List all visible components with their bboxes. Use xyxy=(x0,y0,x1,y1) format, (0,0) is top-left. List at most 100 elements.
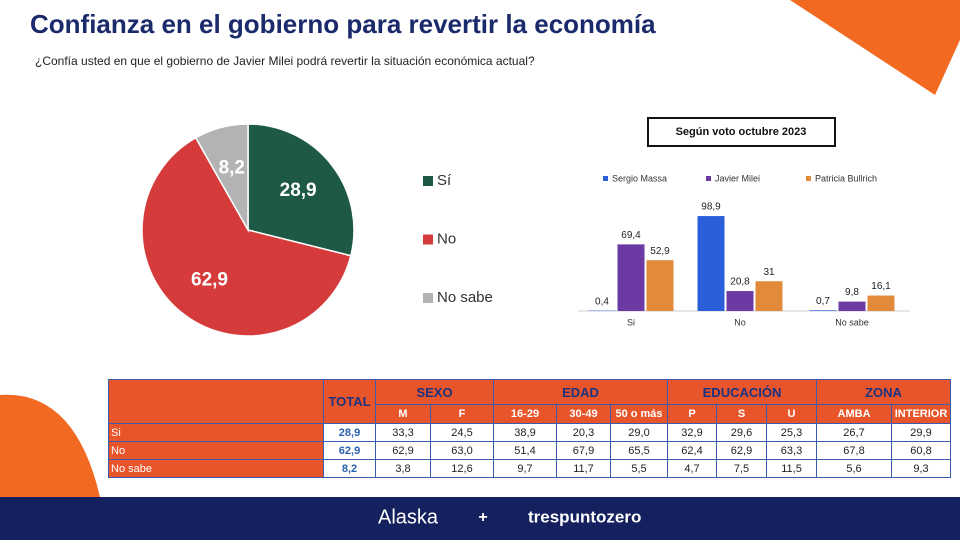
bar-value-label: 20,8 xyxy=(730,277,750,288)
bar xyxy=(697,216,725,311)
table-cell: 60,8 xyxy=(891,441,952,460)
table-cell: 29,9 xyxy=(891,423,952,442)
table-row: No sabe 8,2 3,8 12,6 9,7 11,7 5,5 4,7 7,5 11,5 5,6… xyxy=(108,459,952,478)
title: Confianza en el gobierno para revertir l… xyxy=(30,9,656,39)
row-label: No sabe xyxy=(108,459,324,478)
table-cell: 4,7 xyxy=(667,459,718,478)
table-cell: 20,3 xyxy=(556,423,611,442)
table-cell: 63,3 xyxy=(766,441,818,460)
bar-value-label: 16,1 xyxy=(871,281,891,292)
table-cell: 62,4 xyxy=(667,441,718,460)
column-header: INTERIOR xyxy=(891,404,952,424)
bar-value-label: 0,7 xyxy=(816,296,830,307)
legend-swatch xyxy=(423,176,433,186)
legend-label: Javier Milei xyxy=(715,173,760,183)
table-cell: 29,6 xyxy=(716,423,768,442)
bar-title-box xyxy=(647,117,836,147)
legend-label: No xyxy=(437,230,456,247)
column-header: P xyxy=(667,404,718,424)
table-cell: 62,9 xyxy=(375,441,431,460)
table-cell: 62,9 xyxy=(323,441,376,460)
bar xyxy=(809,310,837,311)
subtitle: ¿Confía usted en que el gobierno de Javi… xyxy=(35,54,535,68)
table-cell: 9,7 xyxy=(493,459,557,478)
column-header: 30-49 xyxy=(556,404,611,424)
column-header: S xyxy=(716,404,768,424)
bar-value-label: 0,4 xyxy=(595,296,609,307)
x-tick-label: No xyxy=(734,317,746,327)
table-cell: 63,0 xyxy=(430,441,494,460)
decor-shape xyxy=(790,0,960,95)
table-cell: 25,3 xyxy=(766,423,818,442)
legend-swatch xyxy=(423,234,433,245)
legend-swatch xyxy=(423,293,433,303)
legend-label: Patricia Bullrich xyxy=(815,173,877,183)
table-row: M F 16-29 30-49 50 o más P S U AMBA INTERIOR xyxy=(109,404,952,424)
table-cell: 32,9 xyxy=(667,423,718,442)
bar xyxy=(867,295,895,311)
bar xyxy=(755,281,783,311)
column-header: F xyxy=(430,404,494,424)
table-cell: 7,5 xyxy=(716,459,768,478)
pie-slice xyxy=(194,123,249,233)
bar-value-label: 31 xyxy=(763,267,775,278)
table-cell: 38,9 xyxy=(493,423,557,442)
column-header: 16-29 xyxy=(493,404,557,424)
column-header: AMBA xyxy=(816,404,893,424)
group-header: EDAD xyxy=(492,379,669,405)
bar xyxy=(617,244,645,311)
table-cell: 29,0 xyxy=(609,423,669,442)
legend-label: Sí xyxy=(437,172,452,189)
group-header: EDUCACIÓN xyxy=(667,379,818,405)
table-cell: 5,5 xyxy=(609,459,669,478)
footer-plus: + xyxy=(478,509,487,526)
column-header: U xyxy=(766,404,818,424)
slice-label: 8,2 xyxy=(219,158,245,179)
x-tick-label: Si xyxy=(627,317,635,327)
bar-value-label: 9,8 xyxy=(845,287,859,298)
bar xyxy=(838,301,866,311)
row-label: No xyxy=(108,441,324,460)
table-cell: 3,8 xyxy=(375,459,431,478)
pie-slice xyxy=(247,123,355,257)
legend-swatch xyxy=(706,176,711,181)
legend-label: Sergio Massa xyxy=(612,173,667,183)
bar xyxy=(726,291,754,311)
table-cell: 5,6 xyxy=(816,459,893,478)
table-row: Si 28,9 33,3 24,5 38,9 20,3 29,0 32,9 29,6 25,3 26… xyxy=(108,423,952,442)
table-cell: 65,5 xyxy=(609,441,669,460)
table-cell: 28,9 xyxy=(323,423,376,442)
table-cell: 11,5 xyxy=(766,459,818,478)
bar-value-label: 69,4 xyxy=(621,230,641,241)
crosstab-table: TOTAL SEXO EDAD EDUCACIÓN ZONA M F 16-29 30-49 50… xyxy=(108,379,952,478)
table-cell: 9,3 xyxy=(891,459,952,478)
bar-value-label: 98,9 xyxy=(701,202,721,213)
column-header: TOTAL xyxy=(323,379,376,424)
table-cell: 62,9 xyxy=(716,441,768,460)
bar xyxy=(646,260,674,311)
table-cell: 8,2 xyxy=(323,459,376,478)
table-row: TOTAL SEXO EDAD EDUCACIÓN ZONA xyxy=(108,379,952,424)
table-cell: 67,9 xyxy=(556,441,611,460)
table-cell: 24,5 xyxy=(430,423,494,442)
column-header: M xyxy=(375,404,431,424)
legend-swatch xyxy=(603,176,608,181)
footer-bar xyxy=(0,497,960,540)
group-header: ZONA xyxy=(816,379,952,405)
bar-title: Según voto octubre 2023 xyxy=(676,126,807,138)
footer-logo: Alaska xyxy=(378,506,439,528)
group-header: SEXO xyxy=(375,379,494,405)
legend-label: No sabe xyxy=(437,289,493,306)
legend-swatch xyxy=(806,176,811,181)
table-cell: 12,6 xyxy=(430,459,494,478)
table-cell: 11,7 xyxy=(556,459,611,478)
table-cell: 33,3 xyxy=(375,423,431,442)
table-cell: 67,8 xyxy=(816,441,893,460)
table-cell: 51,4 xyxy=(493,441,557,460)
x-tick-label: No sabe xyxy=(835,317,869,327)
column-header: 50 o más xyxy=(609,404,669,424)
bar-value-label: 52,9 xyxy=(650,246,670,257)
corner-cell xyxy=(108,379,324,424)
pie-slice xyxy=(141,136,352,337)
